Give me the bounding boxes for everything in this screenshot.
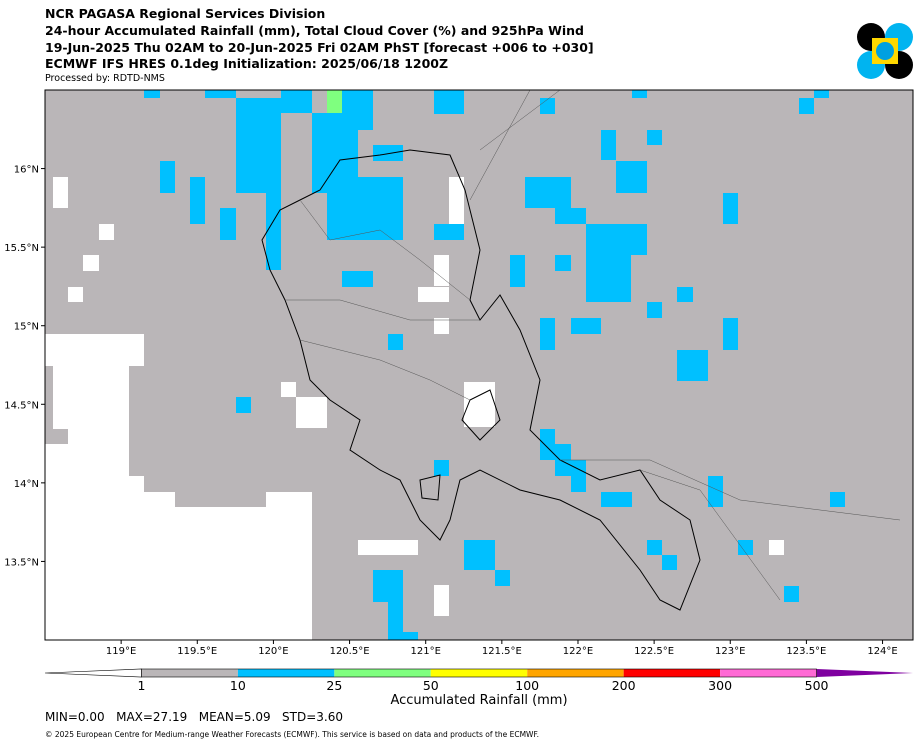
- colorbar-tick-label: 25: [326, 678, 342, 693]
- lat-tick-label: 14°N: [14, 479, 39, 490]
- map: [44, 89, 914, 641]
- lon-tick-label: 121.5°E: [482, 646, 522, 657]
- coastlines: [261, 149, 701, 611]
- lat-tick-label: 15.5°N: [4, 243, 39, 254]
- copyright: © 2025 European Centre for Medium-range …: [45, 730, 539, 739]
- lon-tick-label: 124°E: [867, 646, 897, 657]
- lon-tick-label: 121°E: [410, 646, 440, 657]
- lon-tick-label: 119.5°E: [177, 646, 217, 657]
- colorbar-segment: [527, 669, 624, 677]
- colorbar-tick-label: 200: [612, 678, 636, 693]
- logo: [857, 23, 913, 79]
- title: 19-Jun-2025 Thu 02AM to 20-Jun-2025 Fri …: [45, 40, 594, 55]
- colorbar-tick-label: 300: [708, 678, 732, 693]
- title: 24-hour Accumulated Rainfall (mm), Total…: [45, 23, 584, 38]
- lon-tick-label: 122.5°E: [634, 646, 674, 657]
- lon-tick-label: 123°E: [715, 646, 745, 657]
- lat-tick-label: 13.5°N: [4, 557, 39, 568]
- colorbar-tick-label: 1: [137, 678, 145, 693]
- colorbar-label: Accumulated Rainfall (mm): [390, 693, 567, 708]
- colorbar-tick-label: 50: [423, 678, 439, 693]
- lon-tick-label: 119°E: [106, 646, 136, 657]
- processed-by: Processed by: RDTD-NMS: [45, 73, 165, 84]
- title: ECMWF IFS HRES 0.1deg Initialization: 20…: [45, 56, 448, 71]
- colorbar-tick-label: 500: [805, 678, 829, 693]
- colorbar-segment: [623, 669, 721, 677]
- colorbar-extend-high: [816, 669, 913, 677]
- lon-tick-label: 123.5°E: [786, 646, 826, 657]
- stats: MIN=0.00 MAX=27.19 MEAN=5.09 STD=3.60: [45, 710, 343, 724]
- colorbar-tick-label: 10: [230, 678, 246, 693]
- lon-tick-label: 120°E: [258, 646, 288, 657]
- colorbar-segment: [430, 669, 528, 677]
- rain-25-50: [327, 90, 342, 113]
- lat-tick-label: 14.5°N: [4, 400, 39, 411]
- colorbar-segment: [141, 669, 238, 677]
- colorbar: 1 10 25 50 100 200 300 500: [44, 668, 913, 693]
- colorbar-tick-label: 100: [515, 678, 539, 693]
- title: NCR PAGASA Regional Services Division: [45, 6, 325, 21]
- colorbar-extend-low: [44, 668, 142, 678]
- colorbar-frame: [141, 668, 817, 678]
- colorbar-segment: [720, 669, 817, 677]
- rain-10-25: [144, 90, 845, 640]
- lat-tick-label: 15°N: [14, 322, 39, 333]
- boundaries: [285, 89, 901, 601]
- map-frame: [44, 89, 914, 641]
- no-rain-areas: [45, 177, 784, 640]
- lon-tick-label: 120.5°E: [330, 646, 370, 657]
- lon-tick-label: 122°E: [563, 646, 593, 657]
- colorbar-segment: [334, 669, 431, 677]
- colorbar-segment: [237, 669, 335, 677]
- lat-tick-label: 16°N: [14, 165, 39, 176]
